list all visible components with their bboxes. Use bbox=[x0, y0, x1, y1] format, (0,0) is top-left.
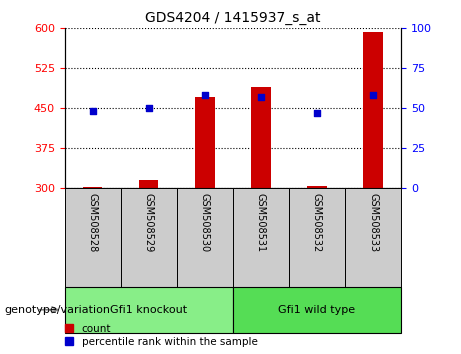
Bar bbox=[177, 188, 233, 287]
Bar bbox=[195, 97, 214, 188]
Text: GSM508533: GSM508533 bbox=[368, 193, 378, 252]
Text: GSM508528: GSM508528 bbox=[88, 193, 98, 252]
Point bbox=[201, 92, 208, 98]
Title: GDS4204 / 1415937_s_at: GDS4204 / 1415937_s_at bbox=[145, 11, 320, 24]
Bar bbox=[65, 287, 233, 333]
Point bbox=[313, 110, 321, 116]
Legend: count, percentile rank within the sample: count, percentile rank within the sample bbox=[65, 324, 258, 347]
Bar bbox=[307, 186, 327, 188]
Point bbox=[257, 94, 265, 100]
Text: Gfi1 wild type: Gfi1 wild type bbox=[278, 305, 355, 315]
Point bbox=[89, 108, 96, 114]
Point bbox=[369, 92, 377, 98]
Text: Gfi1 knockout: Gfi1 knockout bbox=[110, 305, 187, 315]
Bar bbox=[251, 87, 271, 188]
Bar bbox=[233, 287, 401, 333]
Point bbox=[145, 105, 152, 111]
Bar bbox=[289, 188, 345, 287]
Bar bbox=[363, 32, 383, 188]
Text: GSM508532: GSM508532 bbox=[312, 193, 322, 252]
Bar bbox=[345, 188, 401, 287]
Text: GSM508531: GSM508531 bbox=[256, 193, 266, 252]
Bar bbox=[65, 188, 121, 287]
Text: genotype/variation: genotype/variation bbox=[5, 305, 111, 315]
Text: GSM508529: GSM508529 bbox=[144, 193, 154, 252]
Bar bbox=[121, 188, 177, 287]
Bar bbox=[139, 179, 159, 188]
Bar bbox=[233, 188, 289, 287]
Text: GSM508530: GSM508530 bbox=[200, 193, 210, 252]
Bar bbox=[83, 187, 102, 188]
